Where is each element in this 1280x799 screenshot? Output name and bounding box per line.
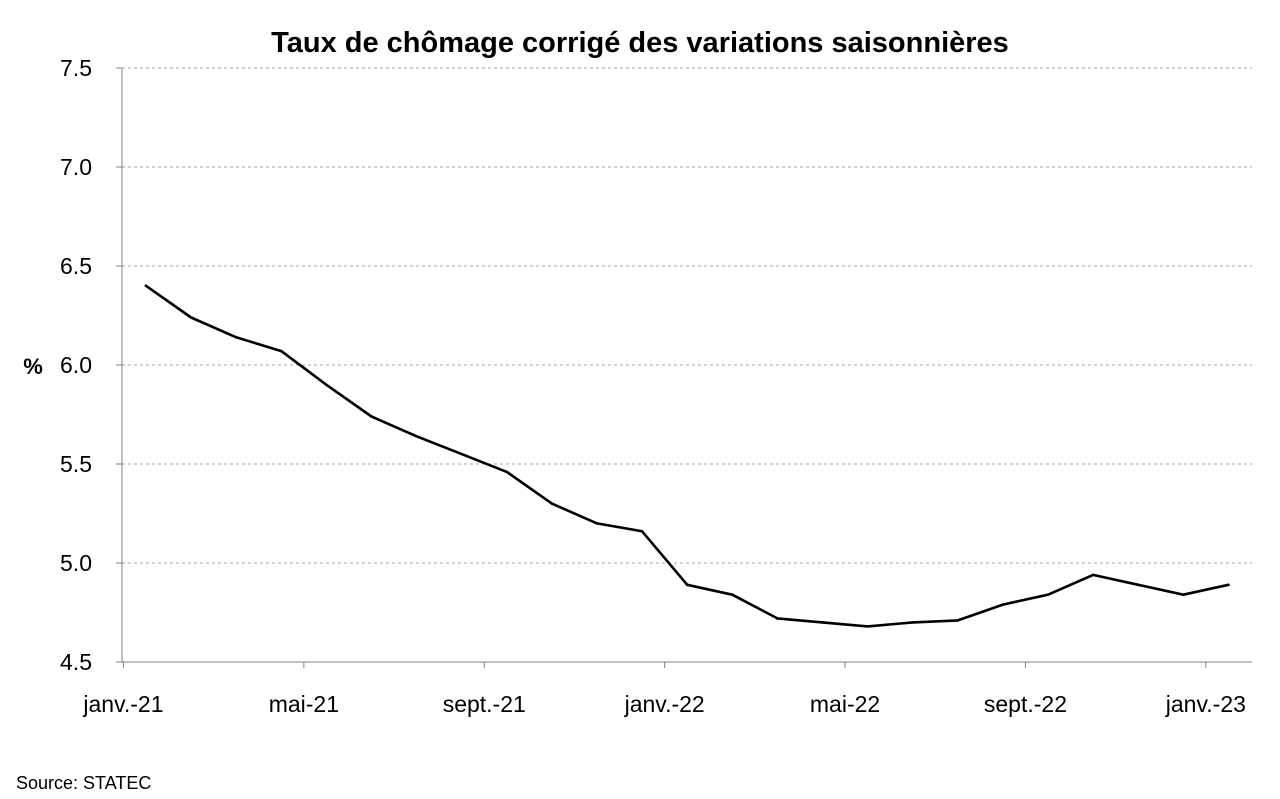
data-point	[1227, 583, 1230, 587]
series-line	[144, 284, 1230, 628]
y-axis-ticks: 7.5 7.0 6.5 6.0 5.5 5.0 4.5	[60, 55, 122, 675]
data-point	[1001, 603, 1005, 606]
x-tick-label: mai-22	[810, 691, 880, 717]
data-point	[685, 583, 689, 587]
data-point	[1091, 573, 1095, 577]
y-tick-label: 5.0	[60, 550, 92, 576]
data-point	[550, 502, 554, 505]
data-point	[1182, 593, 1185, 596]
x-tick-label: janv.-23	[1165, 691, 1246, 717]
data-point	[956, 619, 960, 622]
data-point	[280, 349, 283, 353]
y-axis-label: %	[23, 354, 43, 379]
data-point	[370, 415, 373, 418]
data-point	[460, 452, 464, 456]
data-point	[595, 522, 599, 525]
x-tick-label: mai-21	[269, 691, 339, 717]
data-point	[505, 470, 509, 474]
data-point	[234, 335, 238, 339]
x-tick-label: janv.-21	[82, 691, 163, 717]
data-point	[821, 621, 824, 624]
x-tick-label: sept.-22	[984, 691, 1067, 717]
x-tick-label: janv.-22	[624, 691, 705, 717]
data-point	[731, 593, 734, 596]
chart-title: Taux de chômage corrigé des variations s…	[271, 27, 1009, 59]
data-point	[911, 621, 914, 624]
data-point	[325, 383, 328, 387]
y-tick-label: 5.5	[60, 451, 92, 477]
y-tick-label: 4.5	[60, 649, 92, 675]
source-note: Source: STATEC	[16, 773, 152, 793]
data-point	[776, 617, 779, 620]
series-group	[144, 284, 1230, 628]
x-axis-ticks: janv.-21 mai-21 sept.-21 janv.-22 mai-22 sept…	[82, 662, 1246, 717]
y-tick-label: 7.0	[60, 154, 92, 180]
data-point	[144, 284, 148, 288]
data-point	[1046, 593, 1050, 596]
x-tick-label: sept.-21	[443, 691, 526, 717]
data-point	[866, 625, 869, 628]
data-point	[189, 316, 193, 319]
line-chart: Taux de chômage corrigé des variations s…	[23, 27, 1252, 717]
gridlines	[122, 67, 1252, 564]
data-point	[1136, 583, 1140, 587]
y-tick-label: 6.0	[60, 352, 92, 378]
y-tick-label: 7.5	[60, 55, 92, 81]
data-point	[415, 434, 418, 438]
y-tick-label: 6.5	[60, 253, 92, 279]
data-point	[640, 530, 644, 533]
